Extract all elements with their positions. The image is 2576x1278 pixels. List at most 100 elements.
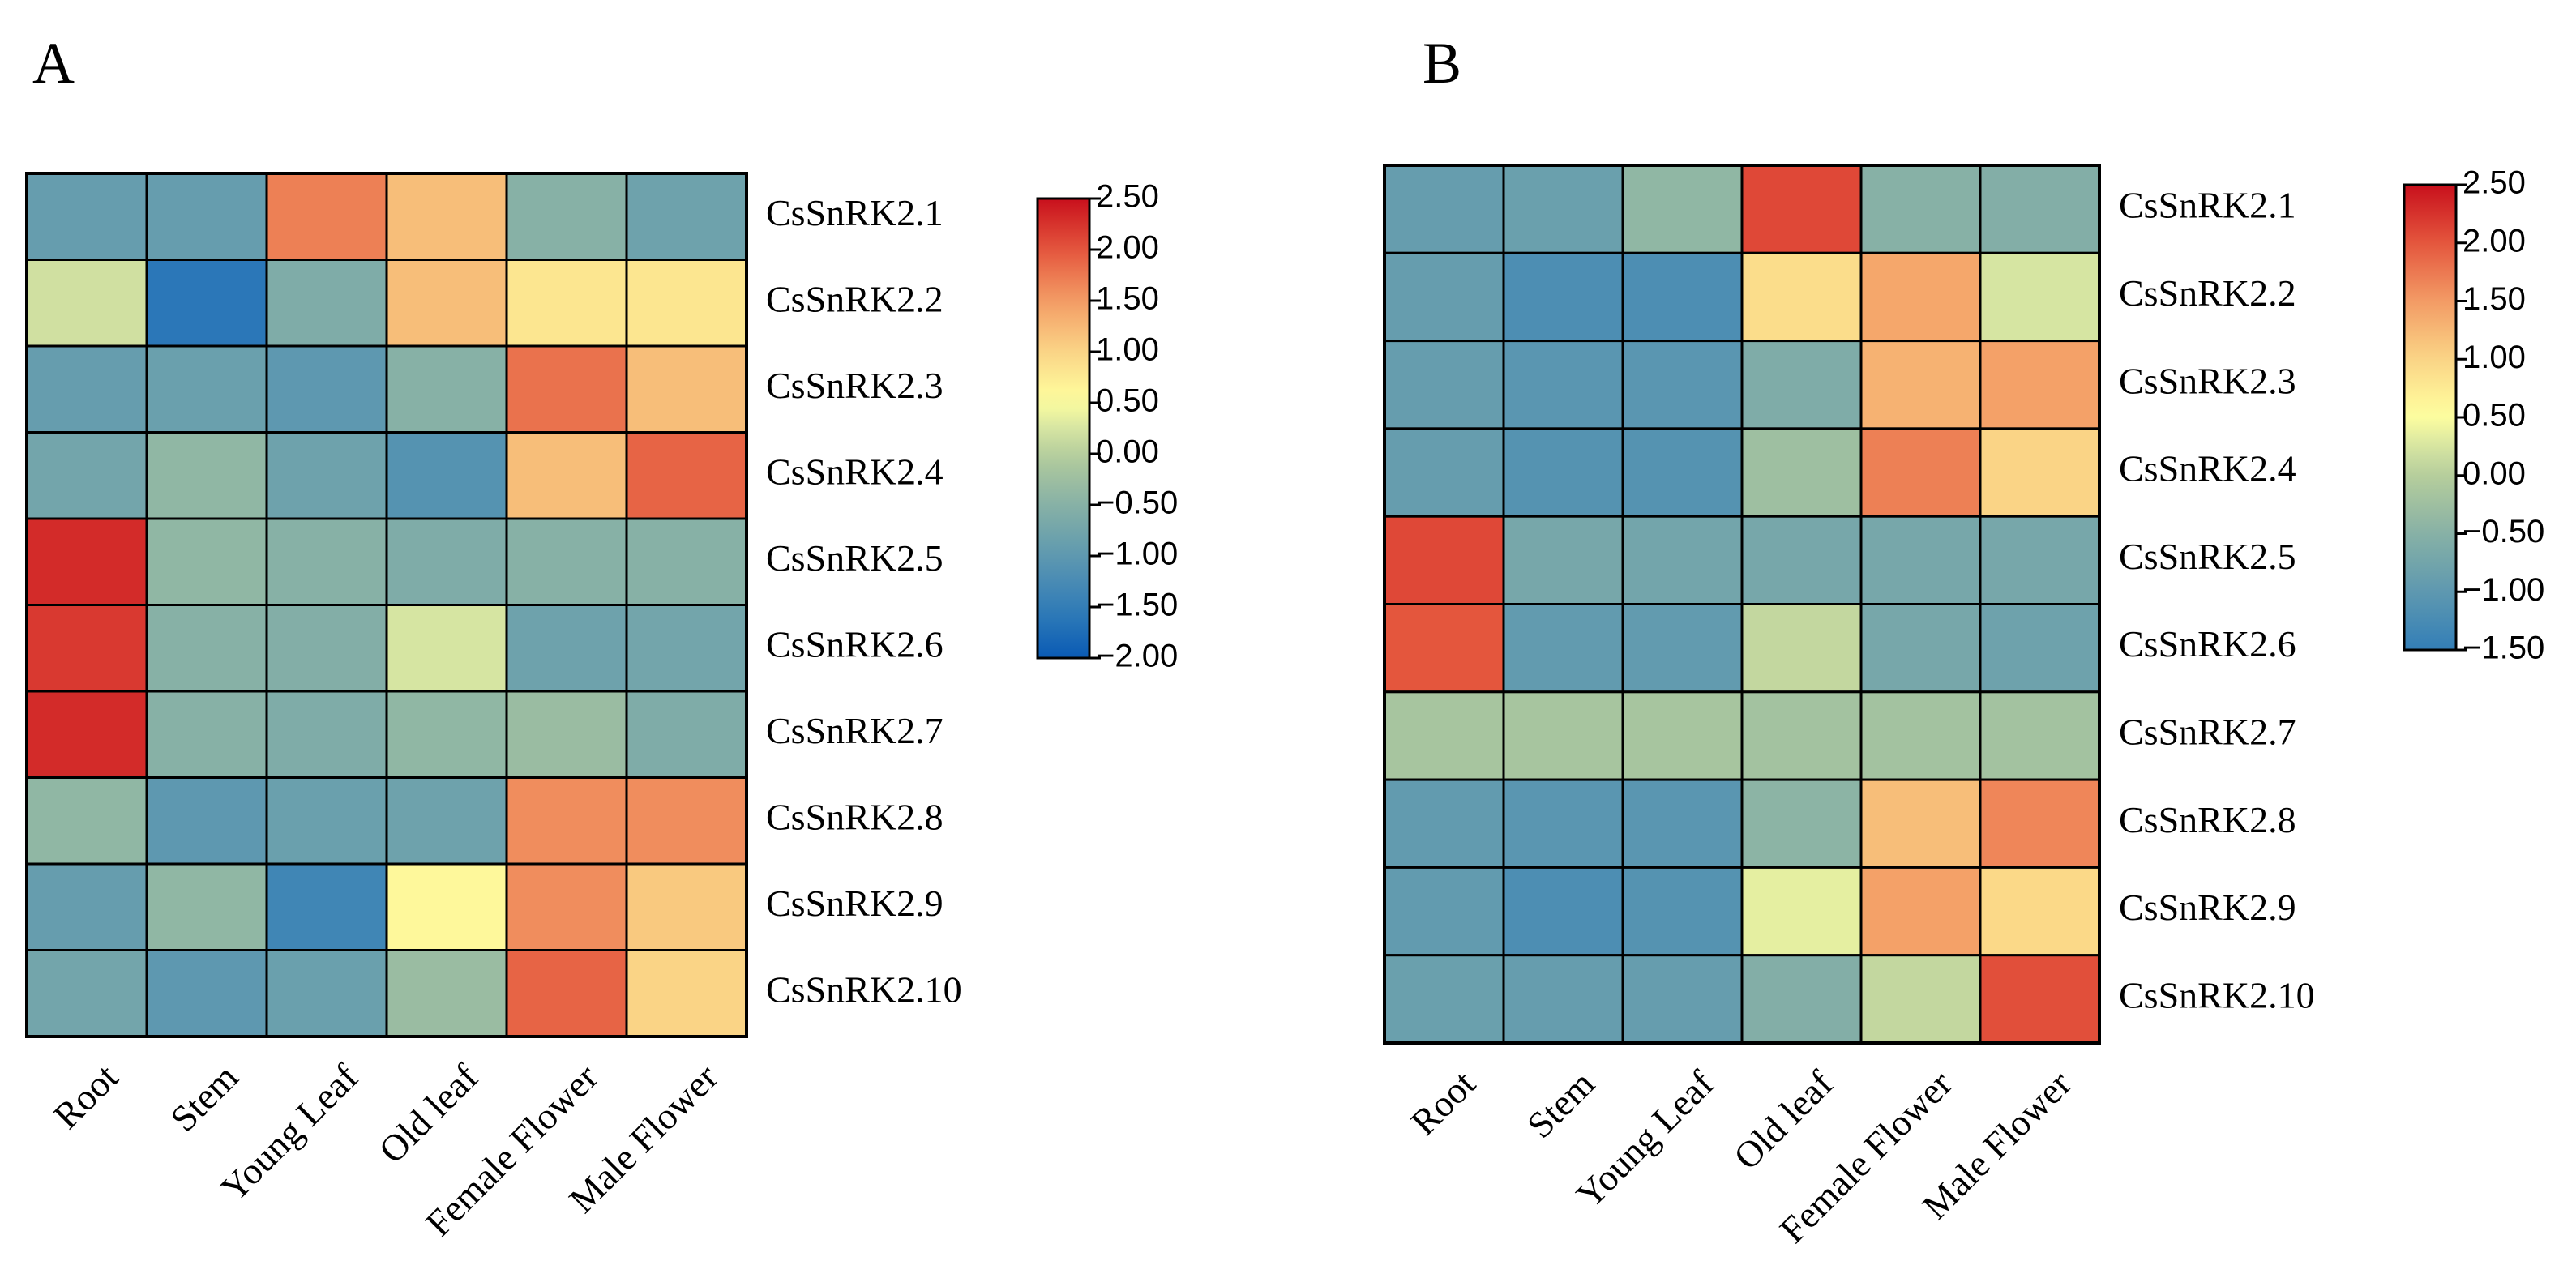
heatmap-cell: [1740, 251, 1863, 343]
heatmap-cell: [625, 949, 748, 1038]
panel-a-row-labels: CsSnRK2.1 CsSnRK2.2 CsSnRK2.3 CsSnRK2.4 …: [766, 192, 962, 1011]
colorbar-tick-label: −0.50: [1096, 485, 1178, 521]
heatmap-cell: [1740, 164, 1863, 254]
heatmap-cell: [385, 172, 508, 261]
column-label: Root: [45, 1056, 126, 1136]
heatmap-cell: [25, 949, 148, 1038]
heatmap-cell: [625, 172, 748, 261]
heatmap-cell: [1979, 251, 2101, 343]
heatmap-cell: [145, 344, 268, 434]
heatmap-cell: [1383, 164, 1505, 254]
colorbar-tick-label: 1.00: [1096, 332, 1159, 368]
heatmap-cell: [1979, 515, 2101, 606]
heatmap-cell: [1979, 778, 2101, 869]
heatmap-cell: [1979, 603, 2101, 694]
heatmap-cell: [1621, 164, 1744, 254]
heatmap-cell: [265, 172, 388, 261]
heatmap-border: [25, 172, 748, 1038]
colorbar-tick-label: 2.50: [1096, 179, 1159, 215]
heatmap-cell: [625, 431, 748, 520]
heatmap-cell: [1740, 340, 1863, 430]
heatmap-cell: [505, 604, 628, 693]
heatmap-cell: [385, 690, 508, 779]
heatmap-cell: [385, 604, 508, 693]
panel-a-label: A: [32, 31, 75, 96]
heatmap-cell: [1859, 427, 1982, 518]
heatmap-cell: [145, 862, 268, 951]
heatmap-cell: [1383, 954, 1505, 1045]
colorbar-tick-label: 0.50: [1096, 383, 1159, 419]
heatmap-cell: [1502, 427, 1624, 518]
row-label: CsSnRK2.6: [2119, 623, 2296, 665]
heatmap-cell: [25, 431, 148, 520]
heatmap-cell: [1502, 340, 1624, 430]
panel-a-column-labels: Root Stem Young Leaf Old leaf Female Flo…: [45, 1056, 725, 1245]
heatmap-cell: [625, 862, 748, 951]
panel-b: B CsSnRK2.1 CsSnRK2.2 CsSnRK2.3 CsSnRK2.…: [1383, 31, 2544, 1251]
colorbar-tick-label: 2.00: [2463, 223, 2526, 259]
colorbar-gradient: [2403, 183, 2458, 652]
colorbar-tick-label: −1.00: [1096, 536, 1178, 572]
heatmap-cell: [1621, 340, 1744, 430]
heatmap-cell: [625, 776, 748, 866]
heatmap-cell: [1621, 515, 1744, 606]
heatmap-cell: [505, 949, 628, 1038]
panel-b-column-labels: Root Stem Young Leaf Old leaf Female Flo…: [1402, 1062, 2078, 1251]
heatmap-cell: [145, 949, 268, 1038]
panel-b-row-labels: CsSnRK2.1 CsSnRK2.2 CsSnRK2.3 CsSnRK2.4 …: [2119, 185, 2315, 1016]
heatmap-cell: [1859, 954, 1982, 1045]
heatmap-cell: [1740, 954, 1863, 1045]
heatmap-cell: [265, 776, 388, 866]
panel-a-colorbar: 2.50 2.00 1.50 1.00 0.50 0.00 −0.50 −1.0…: [1036, 179, 1178, 674]
colorbar-tick-marks: [2456, 183, 2467, 652]
column-label: Root: [1402, 1062, 1483, 1143]
heatmap-cell: [1740, 778, 1863, 869]
heatmap-cell: [1383, 603, 1505, 694]
heatmap-cell: [1740, 427, 1863, 518]
row-label: CsSnRK2.3: [2119, 360, 2296, 401]
heatmap-cell: [1621, 603, 1744, 694]
heatmap-cell: [1740, 690, 1863, 781]
heatmap-cell: [1979, 427, 2101, 518]
heatmap-cell: [505, 259, 628, 348]
column-label: Old leaf: [371, 1056, 486, 1171]
heatmap-cell: [625, 604, 748, 693]
row-label: CsSnRK2.1: [2119, 185, 2296, 226]
row-label: CsSnRK2.10: [766, 968, 962, 1010]
heatmap-cell: [385, 776, 508, 866]
row-label: CsSnRK2.6: [766, 623, 944, 665]
heatmap-cell: [505, 431, 628, 520]
row-label: CsSnRK2.5: [766, 537, 944, 579]
heatmap-cell: [145, 604, 268, 693]
heatmap-cell: [1740, 515, 1863, 606]
panel-b-cells: [1383, 164, 2101, 1045]
row-label: CsSnRK2.9: [2119, 887, 2296, 928]
colorbar-tick-label: −1.50: [1096, 588, 1178, 623]
heatmap-cell: [1859, 603, 1982, 694]
heatmap-cell: [25, 776, 148, 866]
heatmap-cell: [1859, 251, 1982, 343]
heatmap-cell: [1859, 690, 1982, 781]
heatmap-cell: [25, 604, 148, 693]
heatmap-cell: [1502, 251, 1624, 343]
heatmap-cell: [265, 690, 388, 779]
heatmap-cell: [265, 604, 388, 693]
colorbar-tick-labels: 2.50 2.00 1.50 1.00 0.50 0.00 −0.50 −1.0…: [1096, 179, 1178, 674]
heatmap-cell: [1502, 954, 1624, 1045]
heatmap-cell: [1383, 251, 1505, 343]
colorbar-tick-label: 1.50: [1096, 281, 1159, 317]
heatmap-cell: [1383, 340, 1505, 430]
heatmap-cell: [1740, 603, 1863, 694]
heatmap-cell: [1979, 866, 2101, 957]
heatmap-cell: [1621, 954, 1744, 1045]
heatmap-cell: [1621, 427, 1744, 518]
heatmap-cell: [1502, 866, 1624, 957]
heatmap-cell: [1383, 427, 1505, 518]
heatmap-cell: [385, 431, 508, 520]
colorbar-tick-label: −1.50: [2463, 630, 2544, 666]
heatmap-cell: [265, 862, 388, 951]
heatmap-cell: [625, 344, 748, 434]
heatmap-cell: [25, 259, 148, 348]
colorbar-tick-label: −1.00: [2463, 572, 2544, 608]
heatmap-cell: [385, 259, 508, 348]
